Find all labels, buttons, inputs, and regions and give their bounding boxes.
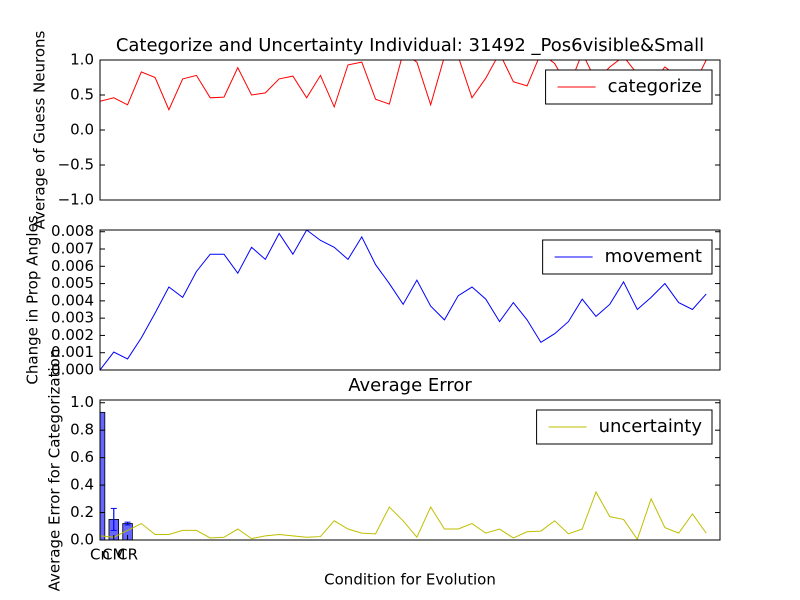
plot-area [100, 230, 707, 370]
legend-label: uncertainty [599, 416, 703, 437]
x-tick-label: CR [117, 546, 138, 564]
line [100, 490, 707, 540]
y-axis-label: Change in Prop Angles [24, 215, 42, 384]
legend: uncertainty [536, 409, 713, 445]
axes-title: Categorize and Uncertainty Individual: 3… [116, 35, 704, 56]
x-tick-label: Cn [90, 546, 110, 564]
y-tick-label: −0.5 [58, 156, 94, 174]
x-axis-label: Condition for Evolution [324, 571, 496, 589]
y-tick-label: 0.007 [51, 240, 94, 258]
legend: movement [542, 239, 713, 275]
legend-label: categorize [608, 76, 702, 97]
y-tick-label: 0.006 [51, 257, 94, 275]
y-tick-label: 0.001 [51, 343, 94, 361]
y-tick-label: 0.2 [70, 503, 94, 521]
line [100, 230, 707, 370]
y-tick-label: 0.5 [70, 86, 94, 104]
axes-frame [99, 399, 721, 541]
y-axis-label: Average of Guess Neurons [31, 30, 49, 229]
axes-frame [99, 59, 721, 201]
y-tick-label: 0.004 [51, 291, 94, 309]
legend: categorize [545, 69, 713, 105]
y-tick-label: 0.002 [51, 326, 94, 344]
y-tick-label: 0.6 [70, 448, 94, 466]
y-tick-label: 0.003 [51, 309, 94, 327]
y-tick-label: 0.008 [51, 222, 94, 240]
y-tick-label: 0.8 [70, 421, 94, 439]
axes-title: Average Error [348, 375, 472, 396]
y-tick-label: 0.005 [51, 274, 94, 292]
y-tick-label: 0.0 [70, 531, 94, 549]
y-axis-label: Average Error for Categorization [46, 349, 64, 592]
legend-label: movement [605, 246, 702, 267]
axes-frame [99, 229, 721, 371]
legend-box [542, 239, 713, 275]
y-tick-label: 0.000 [51, 361, 94, 379]
y-tick-label: 0.4 [70, 476, 94, 494]
y-tick-label: 1.0 [70, 393, 94, 411]
y-tick-label: 0.0 [70, 121, 94, 139]
y-tick-label: −1.0 [58, 191, 94, 209]
y-tick-label: 1.0 [70, 51, 94, 69]
x-tick-label: CM [102, 546, 125, 564]
